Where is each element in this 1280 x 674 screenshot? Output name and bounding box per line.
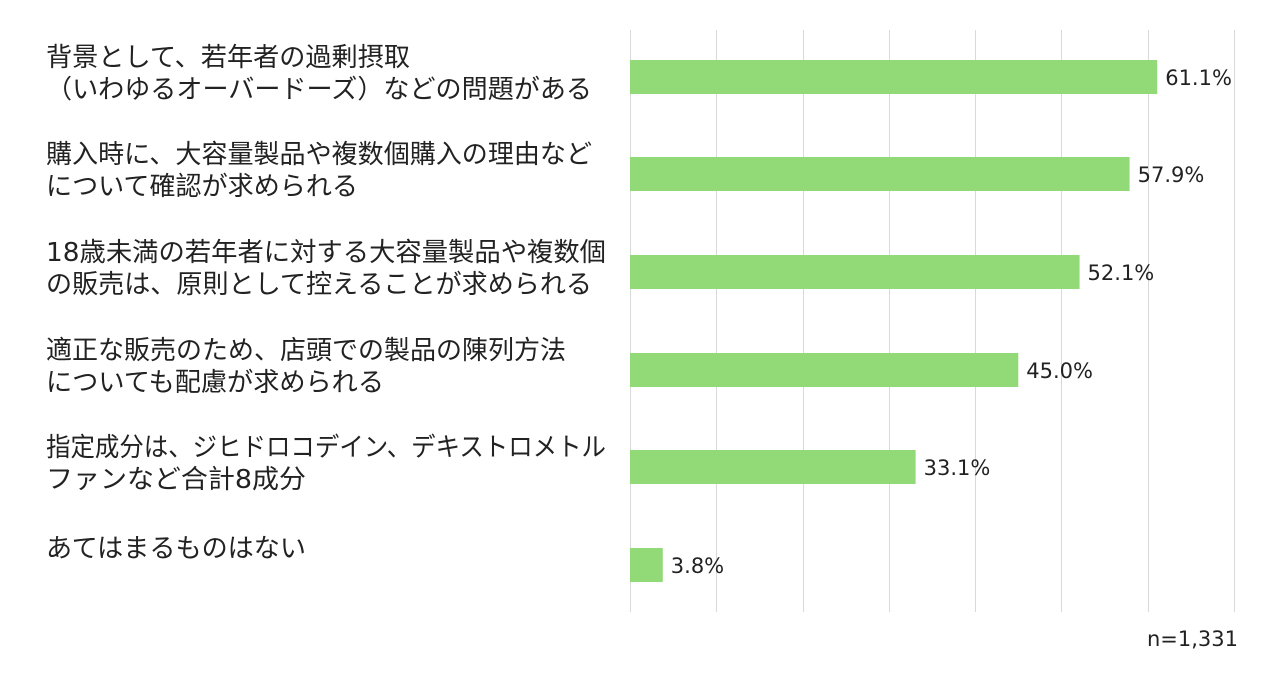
bar-2 — [630, 255, 1080, 289]
bar-1 — [630, 157, 1130, 191]
category-label-3-line-1: についても配慮が求められる — [46, 368, 384, 398]
category-label-0-line-1: （いわゆるオーバードーズ）などの問題がある — [46, 75, 592, 105]
category-label-0-line-0: 背景として、若年者の過剰摂取 — [46, 43, 410, 73]
bars — [630, 60, 1158, 582]
sample-size-note: n=1,331 — [1147, 627, 1238, 651]
bar-0 — [630, 60, 1158, 94]
category-label-1-line-0: 購入時に、大容量製品や複数個購入の理由など — [46, 140, 592, 170]
value-labels: 61.1% 57.9% 52.1% 45.0% 33.1% 3.8% — [671, 66, 1232, 578]
category-label-2-line-1: の販売は、原則として控えることが求められる — [46, 270, 592, 300]
category-label-1-line-1: について確認が求められる — [46, 172, 358, 202]
category-label-4-line-0: 指定成分は、ジヒドロコデイン、デキストロメトル — [46, 433, 606, 463]
value-label-0: 61.1% — [1165, 66, 1232, 90]
bar-5 — [630, 548, 663, 582]
category-label-5-line-0: あてはまるものはない — [46, 534, 306, 564]
value-label-2: 52.1% — [1088, 261, 1155, 285]
value-label-4: 33.1% — [924, 456, 991, 480]
bar-3 — [630, 353, 1019, 387]
value-label-3: 45.0% — [1026, 359, 1093, 383]
value-label-1: 57.9% — [1138, 163, 1205, 187]
category-label-4-line-1: ファンなど合計8成分 — [46, 465, 306, 495]
category-labels: 背景として、若年者の過剰摂取（いわゆるオーバードーズ）などの問題がある購入時に、… — [46, 43, 606, 564]
value-label-5: 3.8% — [671, 554, 724, 578]
category-label-2-line-0: 18歳未満の若年者に対する大容量製品や複数個 — [46, 238, 606, 268]
bar-4 — [630, 450, 916, 484]
gridlines — [630, 30, 1235, 612]
category-label-3-line-0: 適正な販売のため、店頭での製品の陳列方法 — [46, 336, 566, 366]
